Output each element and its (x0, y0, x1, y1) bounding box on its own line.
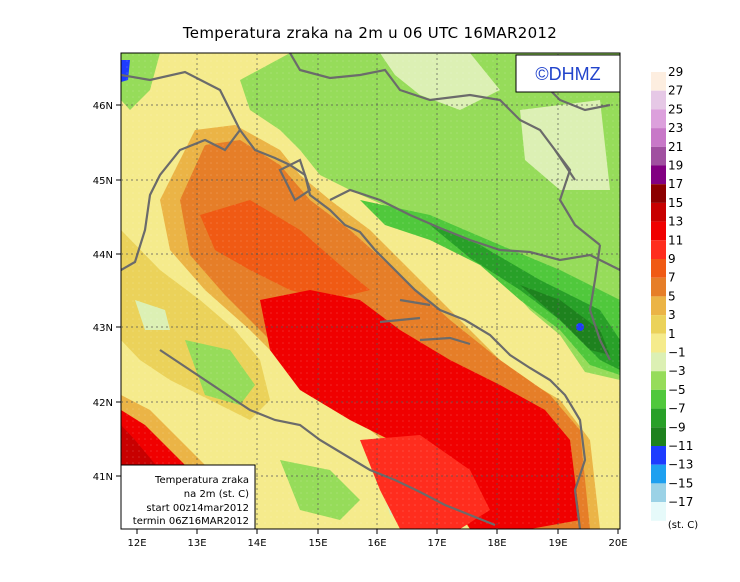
legend-label: 11 (668, 233, 683, 247)
legend-label: 17 (668, 177, 683, 191)
legend-swatch (651, 165, 666, 185)
legend-label: 15 (668, 196, 683, 210)
legend-label: 29 (668, 65, 683, 79)
legend-label: −11 (668, 439, 693, 453)
legend-swatch (651, 371, 666, 390)
legend-label: 13 (668, 215, 683, 229)
legend-swatch (651, 202, 666, 222)
x-tick-label: 17E (427, 538, 446, 549)
legend-label: 27 (668, 84, 683, 98)
legend-swatch (651, 259, 666, 278)
y-tick-label: 42N (93, 398, 113, 409)
coastline-borders (121, 53, 620, 529)
logo-text: ©DHMZ (535, 64, 600, 84)
legend-label: 21 (668, 140, 683, 154)
colorbar-legend: 29 27 25 23 21 19 17 15 13 11 9 7 5 3 1 −1 −3 −5 −7 −9 −11 −1… (651, 65, 693, 521)
legend-label: 7 (668, 271, 676, 285)
legend-swatch (651, 72, 666, 91)
y-tick-label: 41N (93, 472, 113, 483)
legend-swatch (651, 146, 666, 166)
grid-lines (121, 53, 620, 529)
map-frame (120, 52, 621, 530)
legend-label: 5 (668, 289, 676, 303)
x-tick-label: 14E (247, 538, 266, 549)
legend-label: −13 (668, 458, 693, 472)
legend-swatch (651, 408, 666, 428)
info-line-start: start 00z14mar2012 (146, 503, 249, 514)
x-tick-label: 15E (308, 538, 327, 549)
x-tick-label: 12E (127, 538, 146, 549)
legend-label: 19 (668, 159, 683, 173)
info-line-termin: termin 06Z16MAR2012 (133, 516, 249, 527)
legend-label: 9 (668, 252, 676, 266)
legend-label: −3 (668, 364, 686, 378)
x-tick-label: 20E (608, 538, 627, 549)
legend-label: −1 (668, 346, 686, 360)
info-line-unit: na 2m (st. C) (184, 489, 249, 500)
y-tick-label: 43N (93, 323, 113, 334)
legend-unit: (st. C) (668, 520, 698, 531)
x-tick-label: 16E (367, 538, 386, 549)
legend-swatch (651, 446, 666, 465)
legend-label: 3 (668, 308, 676, 322)
legend-label: −5 (668, 383, 686, 397)
legend-swatch (651, 240, 666, 259)
x-tick-label: 18E (487, 538, 506, 549)
legend-swatch (651, 389, 666, 409)
legend-swatch (651, 464, 666, 484)
legend-swatch (651, 502, 666, 521)
legend-swatch (651, 483, 666, 503)
legend-swatch (651, 352, 666, 372)
legend-swatch (651, 221, 666, 241)
y-tick-label: 46N (93, 101, 113, 112)
legend-swatch (651, 128, 666, 147)
legend-swatch (651, 315, 666, 334)
x-tick-label: 19E (548, 538, 567, 549)
legend-swatch (651, 90, 666, 110)
info-line-variable: Temperatura zraka (154, 475, 249, 486)
x-tick-label: 13E (187, 538, 206, 549)
info-box: Temperatura zraka na 2m (st. C) start 00… (120, 464, 256, 530)
legend-label: −15 (668, 476, 693, 490)
legend-label: −17 (668, 495, 693, 509)
axis-ticks (116, 104, 619, 534)
legend-swatch (651, 277, 666, 297)
legend-swatch (651, 296, 666, 316)
y-tick-label: 44N (93, 250, 113, 261)
legend-label: 25 (668, 102, 683, 116)
legend-swatch (651, 333, 666, 353)
legend-label: 1 (668, 327, 676, 341)
legend-swatch (651, 184, 666, 203)
legend-label: −9 (668, 420, 686, 434)
legend-label: −7 (668, 402, 686, 416)
legend-label: 23 (668, 121, 683, 135)
dhmz-logo: ©DHMZ (515, 54, 621, 93)
legend-swatch (651, 427, 666, 446)
y-tick-label: 45N (93, 176, 113, 187)
legend-swatch (651, 109, 666, 129)
temperature-field (121, 53, 620, 529)
map-title: Temperatura zraka na 2m u 06 UTC 16MAR20… (182, 24, 558, 42)
